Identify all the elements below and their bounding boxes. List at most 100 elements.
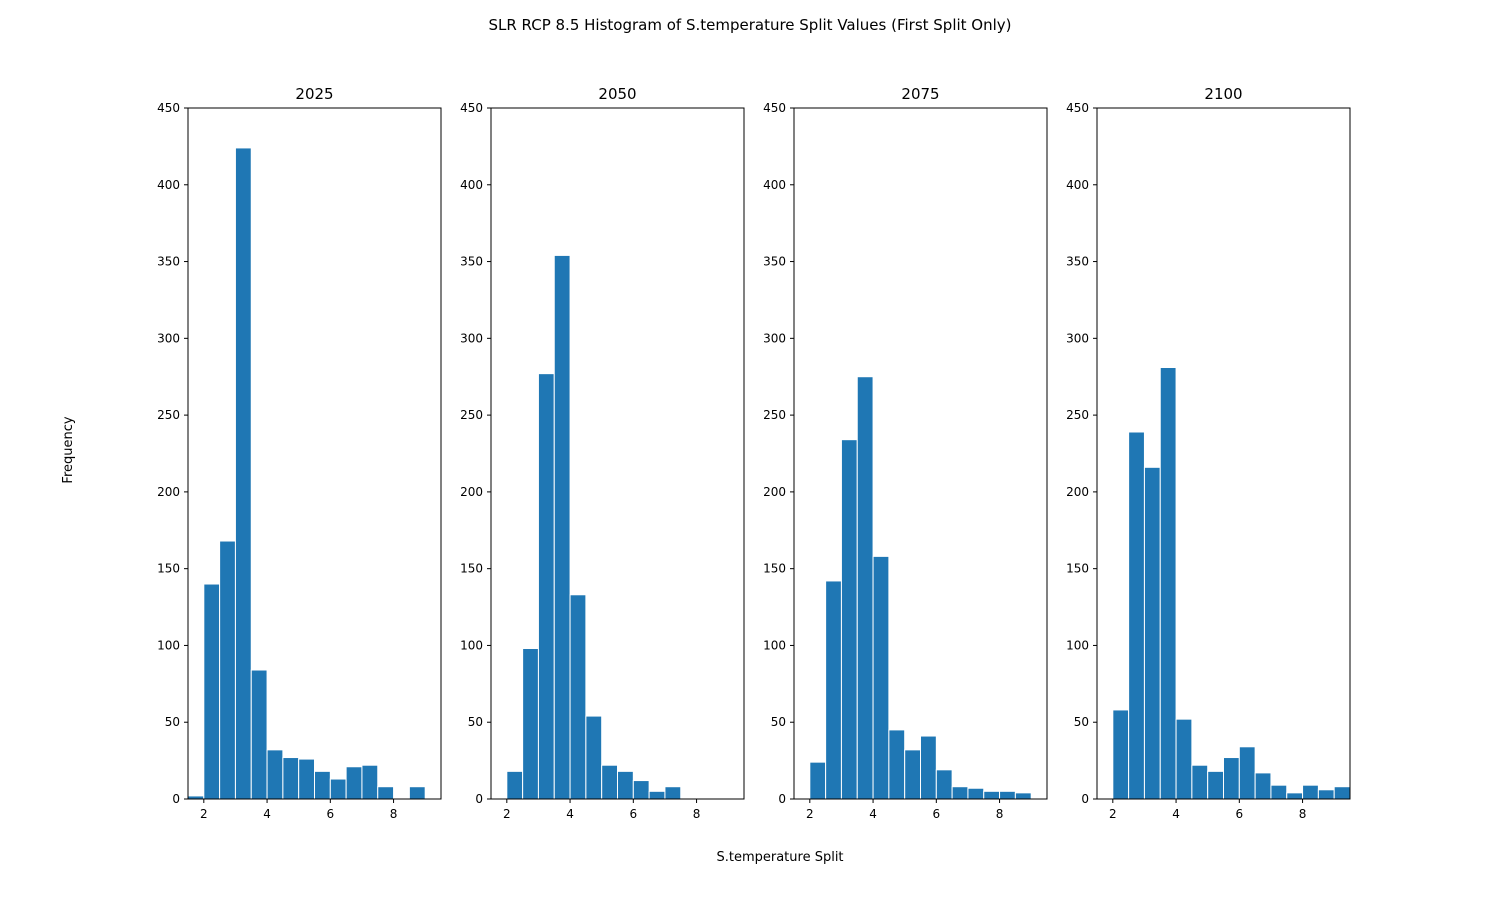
x-tick-label: 2 xyxy=(806,807,814,821)
panel-title: 2075 xyxy=(901,85,939,103)
y-tick-label: 150 xyxy=(157,562,180,576)
panel-2075: 2075 0 50 100 150 200 250 300 350 400 450 2 4 6 8 xyxy=(763,85,1048,821)
y-tick-label: 450 xyxy=(763,101,786,115)
panel-2100: 2100 0 50 100 150 200 250 300 350 400 450 2 4 6 8 xyxy=(1066,85,1351,821)
histogram-bar xyxy=(1207,770,1224,800)
x-tick-label: 8 xyxy=(693,807,701,821)
histogram-bar xyxy=(601,764,618,800)
y-tick-label: 400 xyxy=(763,178,786,192)
histogram-bar xyxy=(1270,784,1288,800)
y-tick-label: 450 xyxy=(460,101,483,115)
x-tick-label: 4 xyxy=(869,807,877,821)
histogram-bar xyxy=(1286,792,1304,800)
histogram-bar xyxy=(825,580,842,800)
y-tick-label: 100 xyxy=(157,638,180,652)
histogram-bar xyxy=(872,555,890,800)
histogram-bar xyxy=(314,770,331,800)
histogram-bar xyxy=(1191,764,1209,800)
y-tick-label: 450 xyxy=(157,101,180,115)
histogram-bar xyxy=(1333,786,1351,800)
histogram-bar xyxy=(219,540,236,800)
x-tick-label: 2 xyxy=(503,807,511,821)
panel-title: 2100 xyxy=(1204,85,1242,103)
y-tick-label: 0 xyxy=(1081,792,1089,806)
histogram-bar xyxy=(888,729,906,800)
histogram-bar xyxy=(361,764,379,800)
x-tick-label: 6 xyxy=(932,807,940,821)
histogram-bar xyxy=(1317,789,1335,800)
y-tick-label: 250 xyxy=(1066,408,1089,422)
y-tick-label: 50 xyxy=(1074,715,1089,729)
histogram-bar xyxy=(967,787,985,800)
histogram-bar xyxy=(203,583,221,800)
histogram-bar xyxy=(999,790,1016,800)
histogram-bar xyxy=(345,766,363,800)
panel-2025: 2025 0 50 100 150 200 250 300 350 400 450 2 4 6 8 xyxy=(157,85,442,821)
histogram-bar xyxy=(1302,784,1319,800)
x-tick-label: 8 xyxy=(1299,807,1307,821)
y-tick-label: 50 xyxy=(165,715,180,729)
x-tick-label: 6 xyxy=(629,807,637,821)
histogram-bar xyxy=(522,648,539,800)
y-tick-label: 200 xyxy=(460,485,483,499)
x-tick-label: 4 xyxy=(1172,807,1180,821)
y-tick-label: 400 xyxy=(460,178,483,192)
histogram-bar xyxy=(1014,792,1032,800)
y-tick-label: 300 xyxy=(460,331,483,345)
y-tick-label: 300 xyxy=(763,331,786,345)
y-tick-label: 400 xyxy=(1066,178,1089,192)
histogram-bar xyxy=(1238,746,1256,800)
y-tick-label: 200 xyxy=(157,485,180,499)
histogram-bar xyxy=(377,786,395,800)
histogram-bar xyxy=(617,770,634,800)
y-tick-label: 350 xyxy=(763,255,786,269)
y-tick-label: 300 xyxy=(1066,331,1089,345)
histogram-bar xyxy=(664,786,682,800)
histogram-bar xyxy=(1143,466,1161,800)
histogram-bar xyxy=(1254,772,1272,800)
histogram-bar xyxy=(250,669,268,800)
histogram-bar xyxy=(266,749,284,800)
y-tick-label: 0 xyxy=(172,792,180,806)
x-tick-label: 2 xyxy=(200,807,208,821)
panel-title: 2050 xyxy=(598,85,636,103)
histogram-bar xyxy=(809,761,827,800)
panel-title: 2025 xyxy=(295,85,333,103)
x-tick-label: 4 xyxy=(263,807,271,821)
histogram-bar xyxy=(840,439,858,800)
x-tick-label: 8 xyxy=(390,807,398,821)
histogram-bar xyxy=(585,715,603,800)
histogram-bar xyxy=(282,757,300,800)
y-tick-label: 350 xyxy=(460,255,483,269)
y-tick-label: 150 xyxy=(763,562,786,576)
x-tick-label: 6 xyxy=(1235,807,1243,821)
y-tick-label: 150 xyxy=(460,562,483,576)
histogram-bar xyxy=(569,594,587,800)
histogram-bar xyxy=(983,790,1001,800)
histogram-bar xyxy=(904,749,921,800)
y-tick-label: 100 xyxy=(460,638,483,652)
histogram-bar xyxy=(537,373,555,800)
histogram-bar xyxy=(1223,757,1240,800)
y-tick-label: 300 xyxy=(157,331,180,345)
figure-title: SLR RCP 8.5 Histogram of S.temperature S… xyxy=(488,16,1011,34)
y-tick-label: 100 xyxy=(1066,638,1089,652)
axes-frame xyxy=(490,107,745,800)
y-tick-label: 250 xyxy=(763,408,786,422)
y-tick-label: 250 xyxy=(460,408,483,422)
y-tick-label: 450 xyxy=(1066,101,1089,115)
histogram-bar xyxy=(648,790,666,800)
histogram-bar xyxy=(920,735,937,800)
y-tick-label: 350 xyxy=(157,255,180,269)
y-tick-label: 0 xyxy=(778,792,786,806)
y-tick-label: 200 xyxy=(1066,485,1089,499)
y-tick-label: 0 xyxy=(475,792,483,806)
histogram-bar xyxy=(856,376,874,800)
panel-2050: 2050 0 50 100 150 200 250 300 350 400 450 2 4 6 8 xyxy=(460,85,745,821)
x-tick-label: 4 xyxy=(566,807,574,821)
x-tick-label: 2 xyxy=(1109,807,1117,821)
histogram-bar xyxy=(632,780,650,800)
